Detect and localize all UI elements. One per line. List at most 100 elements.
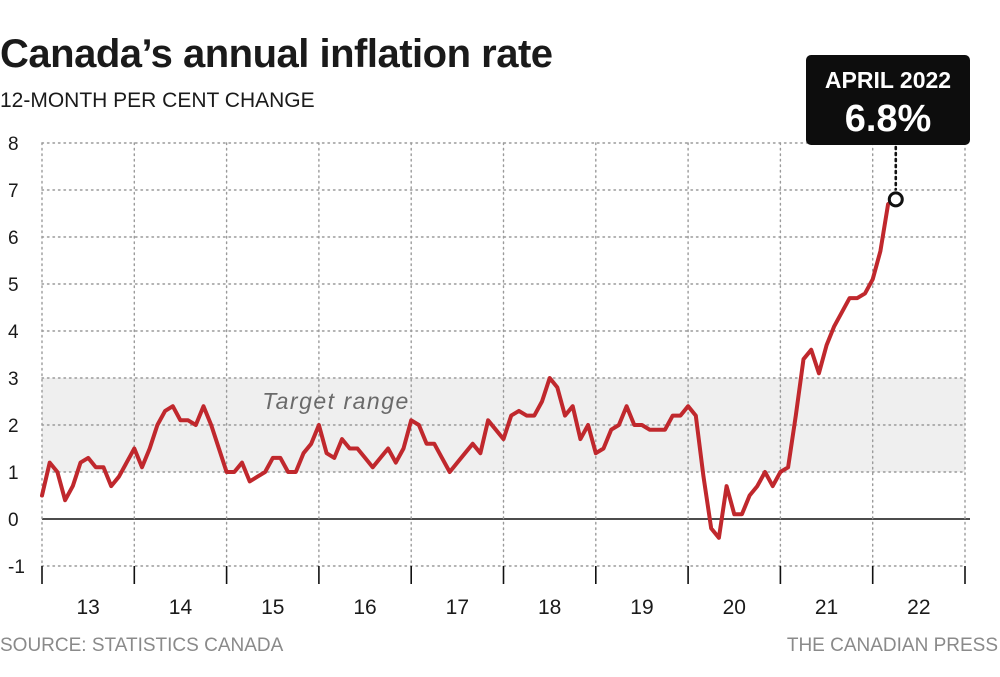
data-point xyxy=(855,296,859,300)
data-point xyxy=(794,414,798,418)
data-point xyxy=(263,470,267,474)
data-point xyxy=(478,451,482,455)
data-point xyxy=(240,461,244,465)
data-point xyxy=(94,465,98,469)
source-note: SOURCE: STATISTICS CANADA xyxy=(0,635,284,656)
data-point xyxy=(517,409,521,413)
data-points xyxy=(40,197,898,539)
data-point xyxy=(525,414,529,418)
data-point xyxy=(409,418,413,422)
data-point xyxy=(363,456,367,460)
data-point xyxy=(602,447,606,451)
data-point xyxy=(432,442,436,446)
data-point xyxy=(832,324,836,328)
data-point xyxy=(463,451,467,455)
callout-box xyxy=(806,55,970,145)
y-tick-label: 5 xyxy=(8,275,19,296)
data-point xyxy=(848,296,852,300)
y-tick-label: -1 xyxy=(8,557,25,578)
data-point xyxy=(486,418,490,422)
data-point xyxy=(302,451,306,455)
data-point xyxy=(840,310,844,314)
data-point xyxy=(702,475,706,479)
x-tick-label: 22 xyxy=(907,596,930,619)
data-point xyxy=(48,461,52,465)
data-point xyxy=(63,498,67,502)
data-point xyxy=(178,418,182,422)
data-point xyxy=(278,456,282,460)
data-point xyxy=(355,447,359,451)
data-point xyxy=(709,526,713,530)
data-point xyxy=(286,470,290,474)
y-tick-label: 4 xyxy=(8,322,19,343)
data-point xyxy=(140,465,144,469)
data-point xyxy=(402,447,406,451)
x-tick-label: 18 xyxy=(538,596,561,619)
data-point xyxy=(186,418,190,422)
data-point xyxy=(786,465,790,469)
data-point xyxy=(540,400,544,404)
data-point xyxy=(248,479,252,483)
data-point xyxy=(678,414,682,418)
y-tick-label: 0 xyxy=(8,510,19,531)
data-point xyxy=(725,484,729,488)
data-point xyxy=(732,512,736,516)
callout-marker xyxy=(887,191,904,208)
data-point xyxy=(686,404,690,408)
data-point xyxy=(594,451,598,455)
data-point xyxy=(209,423,213,427)
data-point xyxy=(755,484,759,488)
data-point xyxy=(655,428,659,432)
data-point xyxy=(825,343,829,347)
data-point xyxy=(202,404,206,408)
y-tick-label: 6 xyxy=(8,228,19,249)
data-point xyxy=(863,291,867,295)
data-point xyxy=(325,451,329,455)
data-point xyxy=(117,475,121,479)
data-point xyxy=(802,357,806,361)
credit-note: THE CANADIAN PRESS xyxy=(786,635,998,656)
y-tick-label: 8 xyxy=(8,134,19,155)
data-point xyxy=(125,461,129,465)
data-point xyxy=(471,442,475,446)
data-point xyxy=(648,428,652,432)
data-point xyxy=(532,414,536,418)
data-point xyxy=(386,447,390,451)
data-point xyxy=(571,404,575,408)
data-point xyxy=(55,470,59,474)
y-tick-label: 1 xyxy=(8,463,19,484)
data-point xyxy=(878,249,882,253)
chart-subtitle: 12-MONTH PER CENT CHANGE xyxy=(0,89,315,112)
data-point xyxy=(671,414,675,418)
data-point xyxy=(425,442,429,446)
data-point xyxy=(294,470,298,474)
data-point xyxy=(448,470,452,474)
data-point xyxy=(340,437,344,441)
x-tick-label: 13 xyxy=(76,596,99,619)
data-point xyxy=(740,512,744,516)
data-point xyxy=(317,423,321,427)
data-point xyxy=(563,414,567,418)
data-point xyxy=(817,371,821,375)
data-point xyxy=(609,428,613,432)
data-point xyxy=(663,428,667,432)
data-point xyxy=(348,447,352,451)
data-point xyxy=(455,461,459,465)
data-point xyxy=(86,456,90,460)
callout-value: 6.8% xyxy=(845,98,932,140)
data-point xyxy=(79,461,83,465)
data-point xyxy=(271,456,275,460)
data-point xyxy=(371,465,375,469)
data-point xyxy=(871,277,875,281)
x-tick-label: 21 xyxy=(815,596,838,619)
x-tick-label: 19 xyxy=(630,596,653,619)
data-point xyxy=(617,423,621,427)
data-point xyxy=(809,348,813,352)
data-point xyxy=(748,494,752,498)
y-tick-label: 3 xyxy=(8,369,19,390)
data-point xyxy=(694,414,698,418)
y-tick-label: 2 xyxy=(8,416,19,437)
data-point xyxy=(225,470,229,474)
data-point xyxy=(378,456,382,460)
data-point xyxy=(148,447,152,451)
